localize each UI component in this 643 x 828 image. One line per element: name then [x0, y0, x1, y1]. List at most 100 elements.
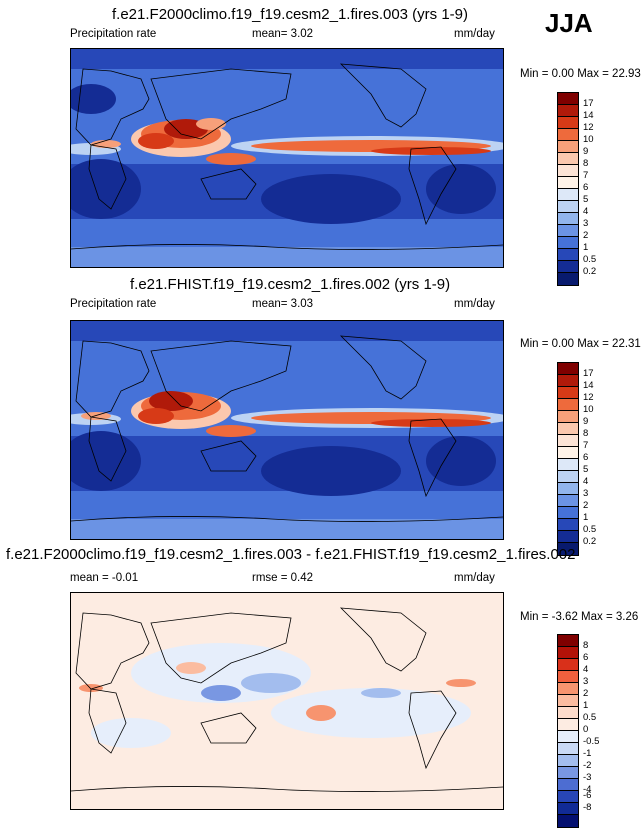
panel1-colorbar-swatch — [558, 213, 578, 225]
colorbar-tick: 4 — [583, 664, 589, 675]
panel2-variable-label: Precipitation rate — [70, 298, 157, 310]
panel3-rmse: rmse = 0.42 — [252, 572, 314, 584]
colorbar-tick: 14 — [583, 110, 594, 121]
colorbar-tick: 6 — [583, 182, 589, 193]
panel2-colorbar-swatch — [558, 411, 578, 423]
colorbar-tick: -4 — [583, 784, 592, 795]
panel2-colorbar-swatch — [558, 447, 578, 459]
colorbar-tick: 2 — [583, 230, 589, 241]
panel3-colorbar-swatch — [558, 707, 578, 719]
panel2-colorbar-swatch — [558, 471, 578, 483]
panel3-mean: mean = -0.01 — [70, 572, 139, 584]
colorbar-tick: 8 — [583, 158, 589, 169]
panel1-colorbar — [557, 92, 579, 286]
panel2-minmax: Min = 0.00 Max = 22.31 — [520, 338, 641, 350]
colorbar-tick: 6 — [583, 652, 589, 663]
colorbar-tick: 5 — [583, 464, 589, 475]
season-label: JJA — [545, 8, 593, 38]
colorbar-tick: 14 — [583, 380, 594, 391]
panel1-colorbar-swatch — [558, 129, 578, 141]
panel3-colorbar — [557, 634, 579, 828]
panel3-colorbar-swatch — [558, 791, 578, 803]
panel1-colorbar-swatch — [558, 165, 578, 177]
panel3-colorbar-swatch — [558, 779, 578, 791]
colorbar-tick: 17 — [583, 98, 594, 109]
panel3-colorbar-swatch — [558, 671, 578, 683]
colorbar-tick: 17 — [583, 368, 594, 379]
panel3-minmax: Min = -3.62 Max = 3.26 — [520, 611, 639, 623]
colorbar-tick: 4 — [583, 206, 589, 217]
panel2-units: mm/day — [454, 298, 495, 310]
colorbar-tick: -1 — [583, 748, 592, 759]
panel1-colorbar-swatch — [558, 237, 578, 249]
colorbar-tick: -2 — [583, 760, 592, 771]
colorbar-tick: 0.2 — [583, 266, 597, 277]
panel3-colorbar-swatch — [558, 695, 578, 707]
panel2-colorbar-swatch — [558, 483, 578, 495]
panel2-colorbar-swatch — [558, 435, 578, 447]
colorbar-tick: 8 — [583, 428, 589, 439]
panel1-colorbar-swatch — [558, 249, 578, 261]
colorbar-tick: 7 — [583, 170, 589, 181]
panel2-colorbar-swatch — [558, 363, 578, 375]
colorbar-tick: 3 — [583, 676, 589, 687]
panel1-colorbar-swatch — [558, 105, 578, 117]
panel2-colorbar — [557, 362, 579, 556]
panel3-colorbar-swatch — [558, 683, 578, 695]
panel3-colorbar-swatch — [558, 647, 578, 659]
panel2-map — [70, 320, 504, 540]
panel1-colorbar-swatch — [558, 201, 578, 213]
panel2-colorbar-swatch — [558, 423, 578, 435]
colorbar-tick: 2 — [583, 688, 589, 699]
colorbar-tick: -3 — [583, 772, 592, 783]
panel3-colorbar-swatch — [558, 719, 578, 731]
panel2-colorbar-swatch — [558, 519, 578, 531]
panel3-title: f.e21.F2000climo.f19_f19.cesm2_1.fires.0… — [6, 546, 576, 563]
colorbar-tick: 6 — [583, 452, 589, 463]
colorbar-tick: 4 — [583, 476, 589, 487]
colorbar-tick: 12 — [583, 122, 594, 133]
panel1-map — [70, 48, 504, 268]
colorbar-tick: -6 — [583, 790, 592, 801]
panel1-units: mm/day — [454, 28, 495, 40]
colorbar-tick: 0.5 — [583, 712, 597, 723]
panel3-colorbar-swatch — [558, 731, 578, 743]
panel2-colorbar-swatch — [558, 459, 578, 471]
panel1-colorbar-swatch — [558, 177, 578, 189]
colorbar-tick: 12 — [583, 392, 594, 403]
panel3-map — [70, 592, 504, 810]
panel3-colorbar-swatch — [558, 755, 578, 767]
panel3-colorbar-swatch — [558, 743, 578, 755]
panel1-variable-label: Precipitation rate — [70, 28, 157, 40]
panel1-colorbar-swatch — [558, 153, 578, 165]
panel1-minmax: Min = 0.00 Max = 22.93 — [520, 68, 641, 80]
panel1-title: f.e21.F2000climo.f19_f19.cesm2_1.fires.0… — [112, 6, 469, 23]
colorbar-tick: 0.5 — [583, 254, 597, 265]
panel1-colorbar-swatch — [558, 189, 578, 201]
panel2-colorbar-swatch — [558, 507, 578, 519]
colorbar-tick: 3 — [583, 218, 589, 229]
colorbar-tick: 10 — [583, 134, 594, 145]
colorbar-tick: 9 — [583, 146, 589, 157]
colorbar-tick: 0.2 — [583, 536, 597, 547]
colorbar-tick: 2 — [583, 500, 589, 511]
colorbar-tick: 5 — [583, 194, 589, 205]
panel1-colorbar-swatch — [558, 141, 578, 153]
panel3-colorbar-swatch — [558, 803, 578, 815]
colorbar-tick: 0 — [583, 724, 589, 735]
panel2-colorbar-swatch — [558, 495, 578, 507]
panel1-mean: mean= 3.02 — [252, 28, 314, 40]
colorbar-tick: 3 — [583, 488, 589, 499]
colorbar-tick: 8 — [583, 640, 589, 651]
panel1-colorbar-swatch — [558, 225, 578, 237]
colorbar-tick: 1 — [583, 512, 589, 523]
panel2-colorbar-swatch — [558, 543, 578, 555]
panel3-colorbar-swatch — [558, 815, 578, 827]
panel3-colorbar-swatch — [558, 767, 578, 779]
panel3-colorbar-swatch — [558, 659, 578, 671]
colorbar-tick: 10 — [583, 404, 594, 415]
panel1-colorbar-swatch — [558, 93, 578, 105]
panel1-colorbar-swatch — [558, 261, 578, 273]
colorbar-tick: 1 — [583, 242, 589, 253]
panel2-colorbar-swatch — [558, 375, 578, 387]
